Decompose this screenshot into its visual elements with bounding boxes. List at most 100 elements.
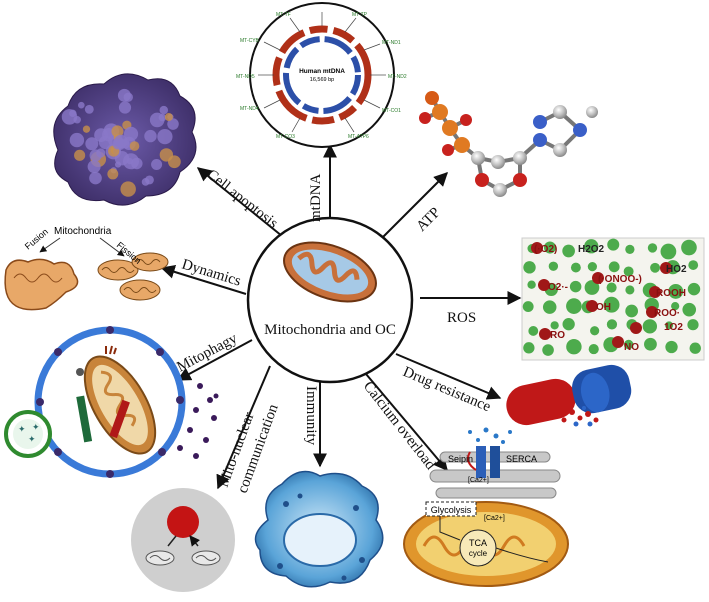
- ros-green-dot: [548, 261, 559, 271]
- arrow-mitonuclear: [216, 365, 271, 490]
- apoptosis-bleb: [74, 149, 86, 161]
- ros-green-dot: [606, 282, 617, 293]
- svg-text:MT-ND1: MT-ND1: [382, 40, 401, 46]
- apoptosis-bleb: [89, 171, 102, 185]
- label-ca-mito: [Ca2+]: [484, 515, 505, 522]
- ros-green-dot: [623, 266, 634, 277]
- ros-green-dot: [542, 344, 554, 356]
- ros-green-dot: [590, 326, 600, 336]
- svg-text:✦: ✦: [32, 422, 40, 432]
- apoptosis-bleb: [69, 109, 77, 118]
- apoptosis-bleb: [129, 141, 140, 151]
- label-ca-er: [Ca2+]: [468, 477, 489, 484]
- ros-species: (·ONOO-): [598, 274, 642, 285]
- svg-text:MT-ATP6: MT-ATP6: [348, 134, 369, 140]
- apoptosis-bleb: [144, 175, 154, 185]
- ros-green-dot: [660, 243, 677, 260]
- apoptosis-blebs: [61, 88, 181, 197]
- ros-species-labels: (·O2) H2O2 HO2 O2·- (·ONOO-) ROOH OH ROO…: [531, 242, 687, 353]
- ros-green-dot: [587, 262, 597, 272]
- label-ros: ROS: [447, 310, 476, 326]
- apoptosis-bleb: [122, 153, 139, 170]
- center-title: Mitochondria and OC: [264, 322, 396, 338]
- apoptosis-bleb: [167, 118, 179, 130]
- label-serca: SERCA: [506, 454, 537, 464]
- svg-text:MT-TF: MT-TF: [276, 12, 291, 18]
- ros-species: RO: [550, 330, 565, 341]
- ros-green-dot: [625, 285, 635, 295]
- ros-green-dot: [522, 301, 534, 313]
- label-glycolysis: Glycolysis: [431, 505, 472, 515]
- ros-green-dot: [607, 238, 620, 251]
- apoptosis-bleb: [112, 138, 124, 150]
- mitophagy-image: ✦✦✦: [4, 326, 219, 478]
- svg-text:MT-ND2: MT-ND2: [388, 74, 407, 80]
- ros-green-dot: [543, 241, 556, 254]
- arrow-apoptosis: [196, 167, 283, 237]
- ros-green-dots: [522, 238, 701, 356]
- apoptosis-bleb: [73, 115, 81, 124]
- ros-green-dot: [569, 280, 582, 293]
- apoptosis-bleb: [87, 160, 101, 174]
- ros-species: (·O2): [534, 244, 557, 255]
- ros-green-dot: [566, 338, 582, 355]
- apoptosis-bleb: [89, 149, 102, 162]
- calcium-panel: Seipin SERCA [Ca2+] [Ca2+] TCA cycle Gly…: [403, 427, 569, 587]
- ros-green-dot: [608, 261, 620, 273]
- immune-cell-image: [254, 470, 384, 588]
- apoptosis-bleb: [164, 113, 173, 122]
- ros-species: NO: [624, 342, 639, 353]
- ros-green-dot: [566, 298, 582, 314]
- apoptosis-bleb: [157, 128, 173, 145]
- spoke-arrows: [160, 143, 522, 490]
- apoptosis-bleb: [114, 161, 122, 168]
- ros-species: ROO·: [654, 308, 680, 319]
- ros-green-dot: [542, 300, 557, 314]
- serca-channel-icon: [490, 446, 500, 478]
- svg-text:✦: ✦: [28, 434, 36, 444]
- apoptosis-bleb: [120, 181, 136, 197]
- apoptosis-bleb: [82, 125, 91, 133]
- arrow-calcium: [365, 373, 448, 472]
- ros-species: 1O2: [664, 322, 683, 333]
- ros-green-dot: [527, 280, 536, 289]
- atp-molecule: [419, 91, 598, 197]
- ros-green-dot: [584, 239, 599, 254]
- ros-green-dot: [623, 339, 634, 350]
- mtdna-size: 16,569 bp: [310, 77, 334, 83]
- ros-green-dot: [682, 302, 697, 317]
- apoptosis-bleb: [158, 113, 167, 122]
- ros-green-dot: [650, 262, 661, 273]
- apoptosis-bleb: [118, 101, 132, 114]
- mtdna-map: MT-TP MT-ND1 MT-ND2 MT-CO1 MT-ATP6 MT-CO3 M…: [236, 2, 407, 148]
- ros-species: O2·-: [548, 282, 568, 293]
- svg-text:MT-ND5: MT-ND5: [236, 74, 255, 80]
- ros-green-dot: [625, 304, 639, 318]
- label-calcium: Calcium overload: [360, 379, 439, 474]
- label-tca-1: TCA: [469, 538, 487, 548]
- label-apoptosis: Cell apoptosis: [204, 167, 281, 232]
- ros-species: HO2: [666, 264, 687, 275]
- ros-green-dot: [606, 319, 618, 330]
- seipin-channel-icon: [476, 446, 486, 478]
- ros-species: H2O2: [578, 244, 605, 255]
- ros-green-dot: [584, 280, 600, 295]
- center-node: Mitochondria and OC: [246, 216, 414, 384]
- apoptosis-bleb: [84, 104, 94, 114]
- label-tca-2: cycle: [469, 549, 488, 558]
- ros-green-dot: [625, 244, 635, 255]
- ros-green-dot: [665, 321, 674, 330]
- svg-text:MT-CYB: MT-CYB: [240, 38, 260, 44]
- svg-text:MT-CO3: MT-CO3: [276, 134, 295, 140]
- ros-green-dot: [588, 344, 599, 355]
- ros-green-dot: [644, 337, 657, 351]
- apoptosis-bleb: [111, 125, 124, 138]
- ros-species: ROOH: [656, 288, 686, 299]
- ros-green-dot: [671, 302, 680, 311]
- apoptosis-bleb: [107, 168, 119, 180]
- apoptosis-bleb: [144, 129, 157, 143]
- ros-green-dot: [647, 243, 658, 253]
- ros-green-dot: [570, 262, 581, 273]
- svg-text:MT-ND4: MT-ND4: [240, 106, 259, 112]
- ros-green-dot: [562, 244, 575, 258]
